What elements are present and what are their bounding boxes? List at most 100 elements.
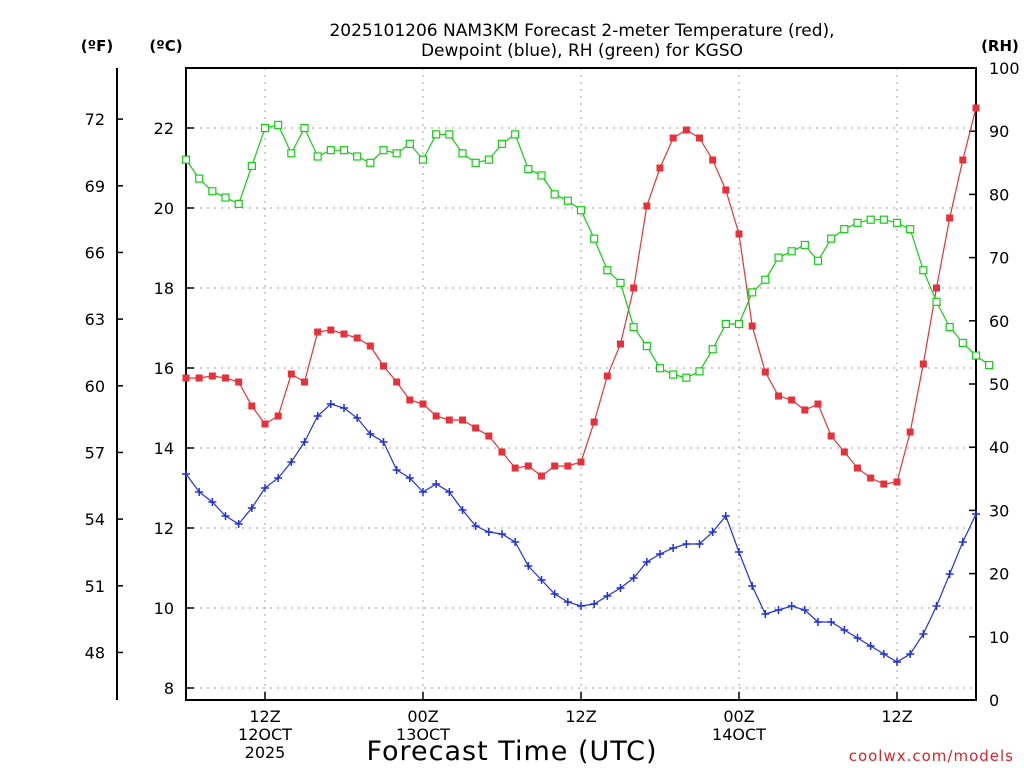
rh-point [392,149,401,158]
dewpoint-point [392,466,401,474]
celsius-tick-label: 22 [154,119,174,138]
rh-point [669,370,678,379]
dewpoint-point [340,404,348,412]
axes [116,67,977,701]
time-tick-label: 12Z [881,707,912,726]
celsius-tick-label: 10 [154,599,174,618]
rh-point [945,323,954,332]
temperature-point [696,134,703,142]
dewpoint-point [195,488,204,496]
time-tick-label: 12OCT [238,725,292,744]
time-tick-label: 00Z [407,707,438,726]
temperature-point [788,396,796,404]
dewpoint-point [471,522,480,530]
dewpoint-point [261,484,269,492]
rh-point [221,193,230,202]
temperature-point [208,372,216,380]
dewpoint-point [774,606,783,614]
rh-point [458,149,467,158]
temperature-point [827,432,835,440]
dewpoint-point [616,584,625,592]
dewpoint-point [972,510,980,518]
x-axis-title: Forecast Time (UTC) [366,736,657,767]
temperature-point [735,230,743,238]
dewpoint-point [866,642,875,650]
rh-point [932,297,941,306]
rh-tick-label: 100 [989,59,1020,78]
temperature-point [801,406,809,414]
rh-line [185,124,990,379]
rh-point [418,155,428,164]
rh-point [734,319,744,329]
dewpoint-point [537,576,546,584]
rh-point [590,234,599,243]
dewpoint-point [735,548,743,556]
temperature-point [287,370,295,378]
fahrenheit-tick-label: 51 [85,577,105,596]
rh-point [274,120,283,129]
temperature-point [538,472,545,480]
temperature-point [761,368,769,376]
rh-point [524,165,533,174]
rh-point [603,266,612,275]
rh-tick-label: 10 [989,628,1009,647]
temperature-point [551,462,559,470]
rh-point [366,158,375,167]
rh-point [432,130,441,139]
temperature-point [840,448,848,456]
rh-point [892,218,902,227]
dewpoint-point [208,498,217,506]
temperature-point [709,156,717,164]
temperature-point [682,126,690,134]
data-series [181,104,994,666]
dewpoint-point [853,634,862,642]
celsius-tick-label: 16 [154,359,174,378]
axis-ticks: 8 10 12 14 16 18 20 22 48 51 54 57 60 63 66 69 72 0 10 20 30… [85,59,1020,762]
temperature-point [274,412,282,420]
fahrenheit-tick-label: 57 [85,443,105,462]
temperature-point [630,284,638,292]
rh-point [761,275,770,284]
rh-point [682,373,691,382]
rh-point [234,199,243,208]
temperature-point [919,360,927,368]
rh-point [576,206,586,215]
rh-point [708,345,717,354]
rh-point [906,225,915,234]
temperature-point [327,326,335,334]
dewpoint-point [748,582,757,590]
temperature-point [472,424,480,432]
temperature-point [814,400,822,408]
rh-point [616,278,625,287]
dewpoint-point [234,520,243,528]
credit-text: coolwx.com/models [849,747,1014,765]
dewpoint-point [445,488,454,496]
temperature-point [669,134,677,142]
temperature-point [248,402,256,410]
chart-title-line2: Dewpoint (blue), RH (green) for KGSO [421,41,743,61]
rh-point [971,351,981,360]
rh-point [695,367,704,376]
rh-point [563,196,572,205]
temperature-point [393,378,401,386]
rh-point [405,139,414,148]
fahrenheit-tick-label: 54 [85,510,105,529]
temperature-point [340,330,348,338]
dewpoint-point [656,550,664,558]
rh-point [985,360,994,370]
temperature-point [498,448,506,456]
rh-point [181,155,191,164]
rh-tick-label: 70 [989,249,1009,268]
chart-title-line1: 2025101206 NAM3KM Forecast 2-meter Tempe… [329,21,834,41]
dewpoint-point [642,558,651,566]
time-tick-label: 2025 [245,743,286,762]
rh-point [748,288,757,297]
dewpoint-point [919,630,928,638]
rh-series [181,120,994,382]
rh-point [247,161,256,171]
rh-point [813,256,823,265]
dewpoint-point [221,512,230,520]
dewpoint-point [366,430,375,438]
dewpoint-point [906,650,915,658]
